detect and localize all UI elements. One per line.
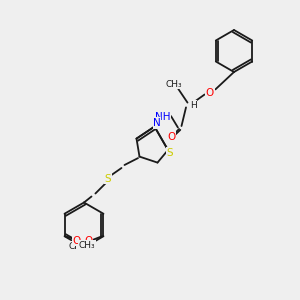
Text: O: O (167, 131, 175, 142)
Text: O: O (72, 236, 81, 246)
Text: O: O (206, 88, 214, 98)
Text: CH₃: CH₃ (68, 242, 85, 251)
Text: H: H (190, 100, 197, 109)
Text: CH₃: CH₃ (79, 241, 95, 250)
Text: S: S (105, 173, 111, 184)
Text: NH: NH (155, 112, 171, 122)
Text: CH₃: CH₃ (166, 80, 182, 88)
Text: O: O (84, 236, 93, 246)
Text: N: N (153, 118, 161, 128)
Text: S: S (166, 148, 173, 158)
